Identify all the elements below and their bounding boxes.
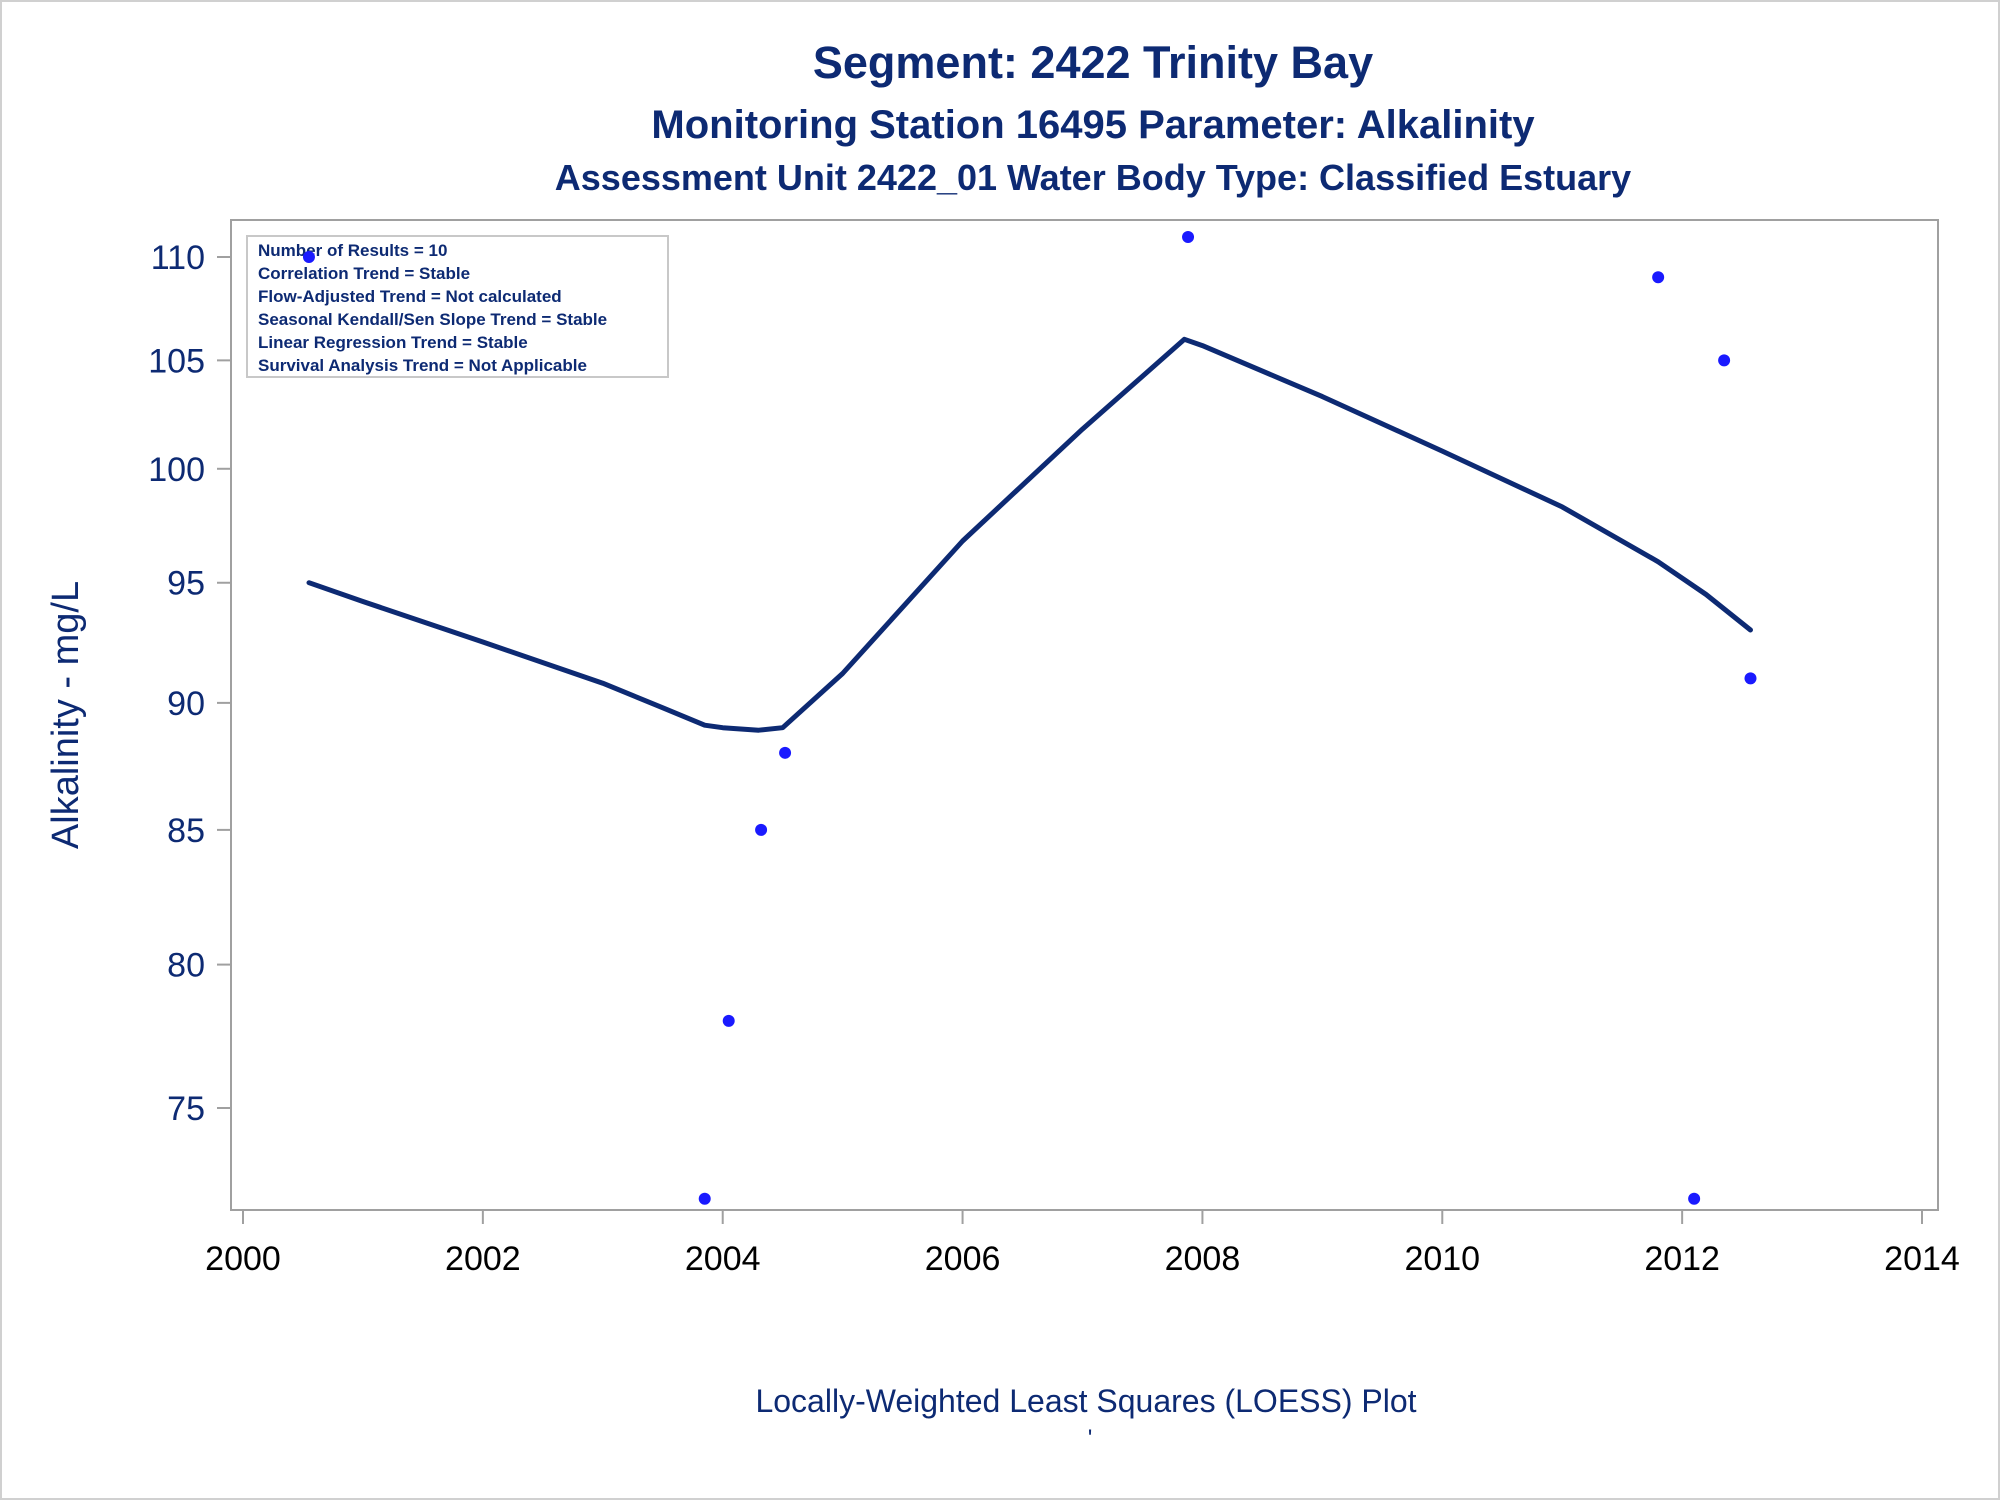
- x-tick-label: 2012: [1644, 1240, 1720, 1278]
- stats-results-count: Number of Results = 10: [258, 241, 447, 260]
- y-tick-label: 90: [167, 685, 205, 723]
- y-tick-label: 80: [167, 947, 205, 985]
- data-point: [755, 823, 768, 836]
- stats-linear-regression-trend: Linear Regression Trend = Stable: [258, 333, 528, 352]
- y-tick-label: 85: [167, 812, 205, 850]
- data-point: [302, 251, 315, 263]
- x-tick-label: 2014: [1884, 1240, 1960, 1278]
- data-point: [722, 1014, 735, 1027]
- chart-subtitle-station: Monitoring Station 16495 Parameter: Alka…: [651, 103, 1535, 147]
- x-tick-label: 2002: [445, 1240, 521, 1278]
- y-tick-label: 105: [148, 342, 205, 380]
- x-axis: 2000 2002 2004 2006 2008 2010 2012 2014: [205, 1210, 1960, 1278]
- stats-legend-box: [246, 235, 669, 378]
- data-points: [302, 231, 1757, 1205]
- x-tick-label: 2000: [205, 1240, 281, 1278]
- plot-area: [230, 219, 1939, 1211]
- x-tick-label: 2006: [925, 1240, 1001, 1278]
- stats-legend: Number of Results = 10 Correlation Trend…: [246, 235, 669, 378]
- x-tick-label: 2004: [685, 1240, 761, 1278]
- data-point: [1718, 354, 1731, 367]
- chart-footnote-mark: ': [1088, 1425, 1093, 1452]
- stats-flow-adjusted-trend: Flow-Adjusted Trend = Not calculated: [258, 287, 562, 306]
- loess-line: [306, 336, 1753, 733]
- y-axis-label: Alkalinity - mg/L: [45, 581, 87, 849]
- y-axis: 75 80 85 90 95 100 105 110: [148, 239, 231, 1128]
- x-tick-label: 2010: [1404, 1240, 1480, 1278]
- y-tick-label: 95: [167, 565, 205, 603]
- loess-curve: [306, 336, 1753, 733]
- data-point: [1688, 1192, 1701, 1205]
- chart-title: Segment: 2422 Trinity Bay: [813, 37, 1373, 88]
- chart-footnote: Locally-Weighted Least Squares (LOESS) P…: [755, 1383, 1416, 1419]
- data-point: [1744, 672, 1757, 685]
- stats-seasonal-kendall-trend: Seasonal Kendall/Sen Slope Trend = Stabl…: [258, 310, 607, 329]
- y-tick-label: 100: [148, 451, 205, 489]
- x-tick-label: 2008: [1165, 1240, 1241, 1278]
- y-tick-label: 75: [167, 1090, 205, 1128]
- data-point: [698, 1192, 711, 1205]
- data-point: [1182, 231, 1195, 243]
- stats-correlation-trend: Correlation Trend = Stable: [258, 264, 470, 283]
- stats-survival-analysis-trend: Survival Analysis Trend = Not Applicable: [258, 356, 587, 375]
- data-point: [1652, 271, 1665, 284]
- chart-subtitle-assessment: Assessment Unit 2422_01 Water Body Type:…: [555, 157, 1631, 198]
- data-point: [779, 746, 792, 759]
- y-tick-label: 110: [151, 239, 205, 277]
